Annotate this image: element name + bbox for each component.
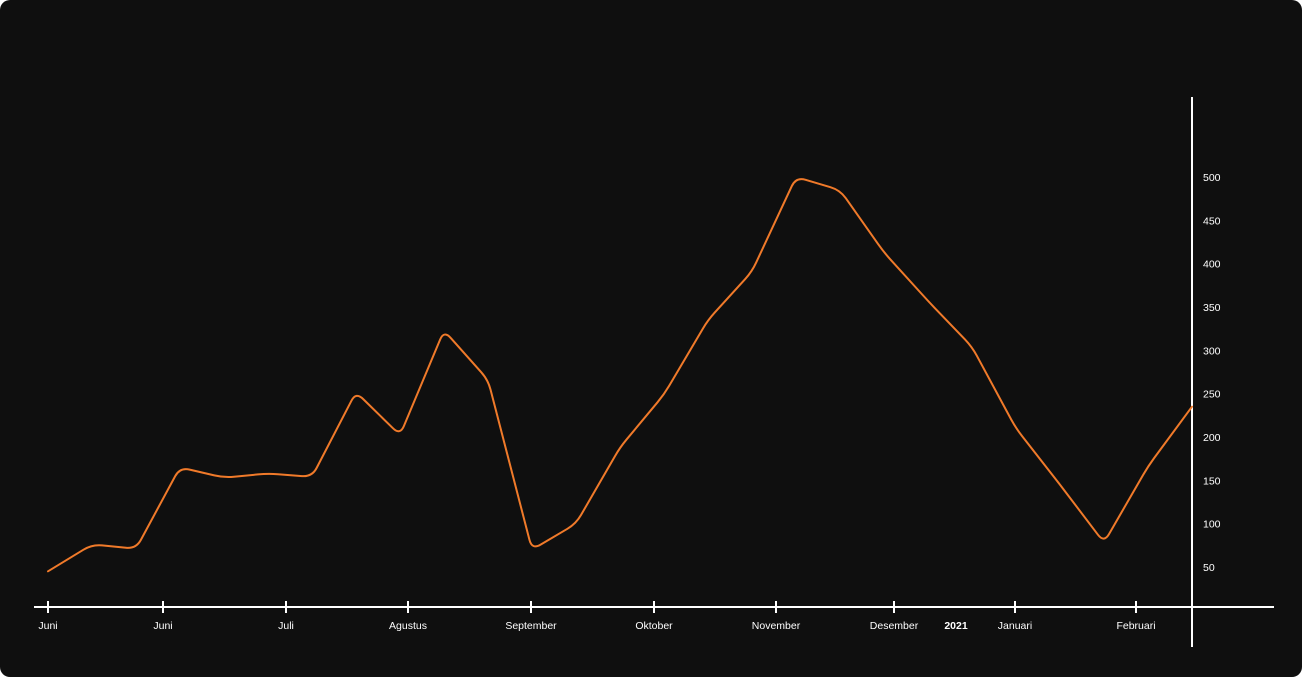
x-tick-label: Juni: [38, 620, 57, 632]
year-marker-label: 2021: [944, 620, 968, 632]
y-tick-label: 300: [1203, 345, 1221, 357]
x-tick-label: September: [505, 620, 557, 632]
chart-axes: [34, 97, 1274, 647]
x-tick-label: Januari: [998, 620, 1032, 632]
x-tick-label: Juni: [153, 620, 172, 632]
x-tick-label: Desember: [870, 620, 919, 632]
series-line: [47, 178, 1193, 573]
x-tick-label: Februari: [1116, 620, 1155, 632]
y-tick-label: 500: [1203, 172, 1221, 184]
x-tick-label: Agustus: [389, 620, 427, 632]
y-tick-label: 400: [1203, 259, 1221, 271]
x-tick-label: November: [752, 620, 801, 632]
y-tick-label: 100: [1203, 519, 1221, 531]
x-tick-label: Juli: [278, 620, 294, 632]
y-tick-label: 450: [1203, 215, 1221, 227]
x-tick-label: Oktober: [635, 620, 673, 632]
y-tick-label: 250: [1203, 389, 1221, 401]
chart-labels: 50 100 150 200 250 300 350 400 450 500 Juni Juni Jul…: [38, 172, 1220, 632]
y-tick-label: 50: [1203, 562, 1215, 574]
y-tick-label: 200: [1203, 432, 1221, 444]
plot-area: [47, 178, 1193, 573]
y-tick-label: 150: [1203, 475, 1221, 487]
y-tick-label: 350: [1203, 302, 1221, 314]
